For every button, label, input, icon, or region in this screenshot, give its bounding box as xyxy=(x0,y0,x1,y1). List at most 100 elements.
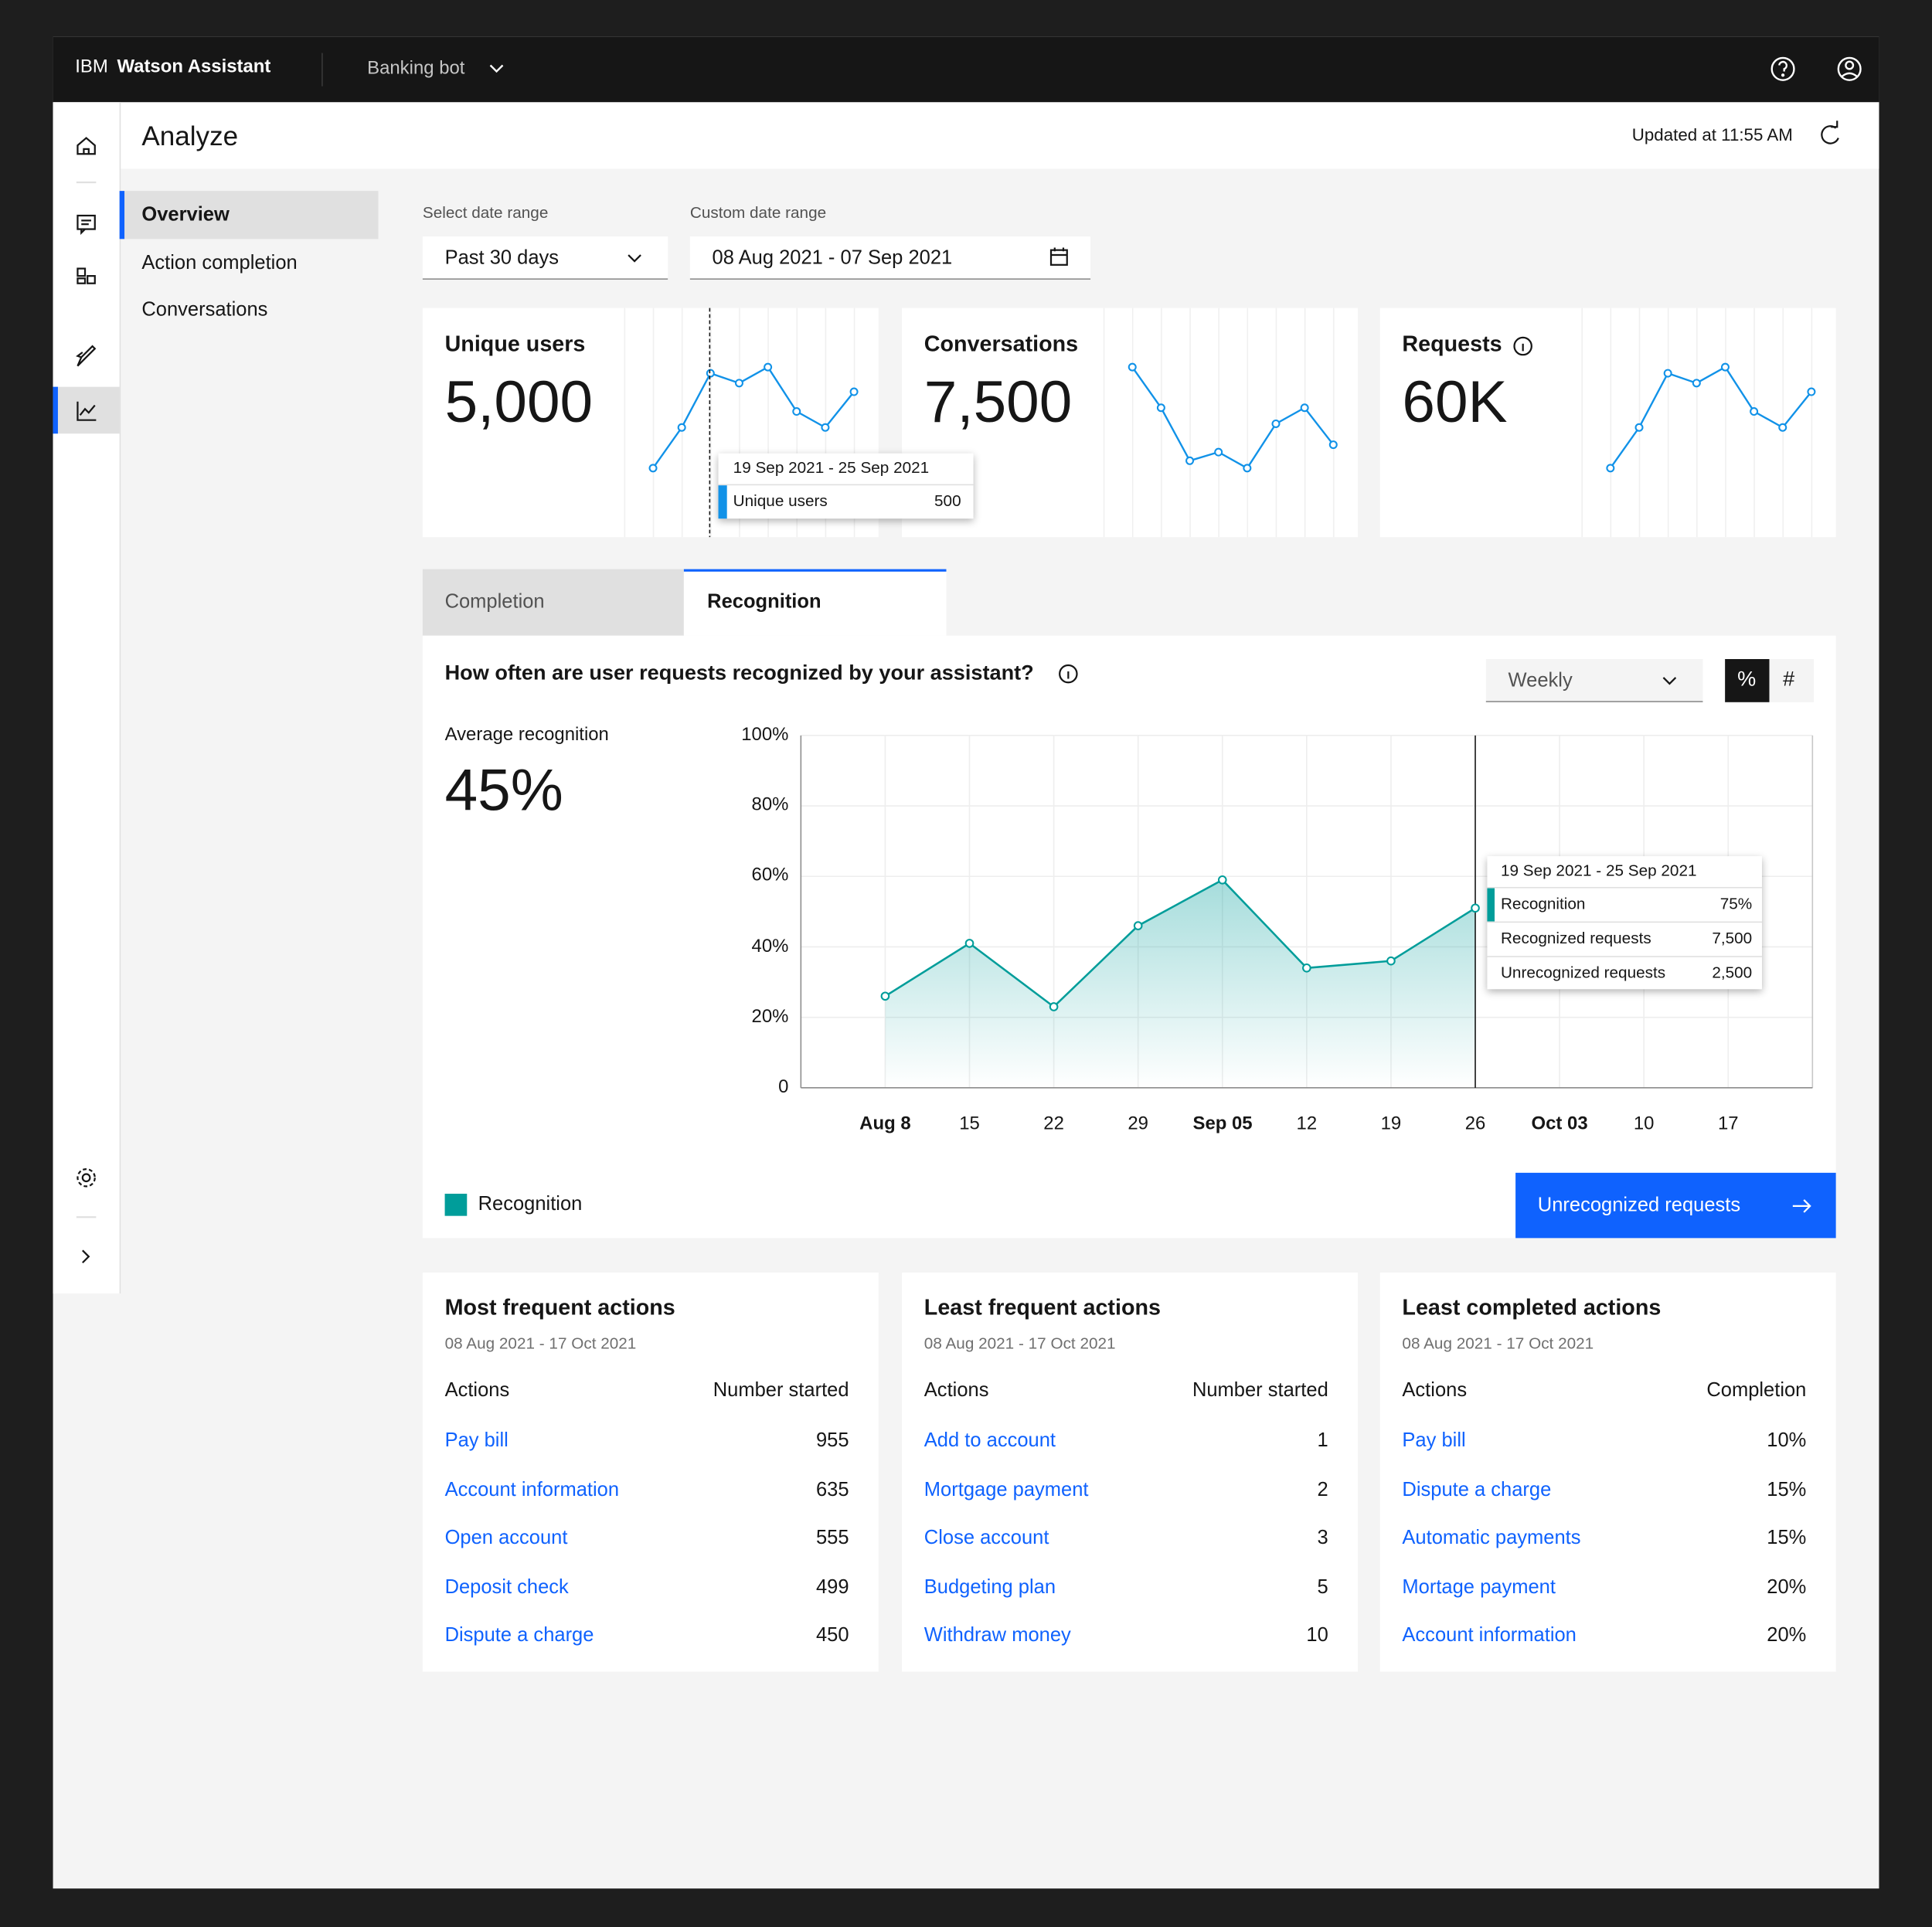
field-label: Custom date range xyxy=(689,202,827,222)
dropdown-value[interactable]: Past 30 days xyxy=(444,247,560,269)
action-link[interactable]: Pay bill xyxy=(444,1430,509,1452)
cell-value: 635 xyxy=(815,1479,849,1500)
point xyxy=(1386,956,1396,966)
summary-label: Average recognition xyxy=(444,724,609,746)
spark-point xyxy=(1243,464,1252,473)
action-link[interactable]: Account information xyxy=(444,1479,620,1500)
date-input[interactable] xyxy=(689,236,1091,280)
column-header: Actions xyxy=(444,1380,510,1402)
x-tick-label: 29 xyxy=(1128,1113,1148,1135)
subnav-item[interactable]: Conversations xyxy=(141,299,268,321)
action-link[interactable]: Close account xyxy=(923,1528,1049,1549)
table-card xyxy=(902,1273,1359,1672)
kpi-value: 7,500 xyxy=(923,370,1073,436)
tooltip-divider xyxy=(1487,921,1762,923)
spark-point xyxy=(1750,407,1759,416)
sparkline xyxy=(1609,365,1812,469)
spark-point xyxy=(1778,423,1787,432)
interval-value[interactable]: Weekly xyxy=(1508,670,1573,692)
action-link[interactable]: Mortgage payment xyxy=(923,1479,1089,1500)
spark-point xyxy=(764,362,773,372)
range-dropdown[interactable] xyxy=(422,236,668,280)
tooltip xyxy=(718,453,974,519)
subnav-active[interactable] xyxy=(119,191,379,240)
action-link[interactable]: Dispute a charge xyxy=(1402,1479,1552,1500)
x-tick-label: 10 xyxy=(1633,1113,1655,1135)
toggle-label[interactable]: % xyxy=(1737,667,1757,691)
tooltip-date: 19 Sep 2021 - 25 Sep 2021 xyxy=(733,457,930,477)
cell-value: 10 xyxy=(1306,1625,1328,1647)
spark-point xyxy=(1328,440,1338,450)
y-tick-label: 100% xyxy=(741,724,789,746)
cell-value: 955 xyxy=(815,1430,849,1452)
y-tick-label: 20% xyxy=(751,1005,789,1027)
action-link[interactable]: Account information xyxy=(1402,1625,1577,1647)
summary-value: 45% xyxy=(444,758,563,824)
tab-active[interactable] xyxy=(683,569,947,636)
action-link[interactable]: Deposit check xyxy=(444,1576,569,1598)
x-tick-label: 17 xyxy=(1717,1113,1739,1135)
cell-value: 20% xyxy=(1767,1625,1807,1647)
action-link[interactable]: Withdraw money xyxy=(923,1625,1071,1647)
table-card xyxy=(1379,1273,1836,1672)
toggle-active[interactable] xyxy=(1725,658,1770,702)
action-link[interactable]: Budgeting plan xyxy=(923,1576,1056,1598)
bot-switcher[interactable]: Banking bot xyxy=(367,57,465,79)
cell-value: 5 xyxy=(1317,1576,1328,1598)
spark-point xyxy=(1214,447,1223,457)
tab-label[interactable]: Recognition xyxy=(707,591,821,613)
toggle-label[interactable]: # xyxy=(1783,667,1795,691)
tooltip-label: Unrecognized requests xyxy=(1500,963,1666,982)
chart-title: How often are user requests recognized b… xyxy=(444,661,1034,685)
spark-point xyxy=(1634,423,1644,432)
action-link[interactable]: Automatic payments xyxy=(1402,1528,1581,1549)
action-link[interactable]: Dispute a charge xyxy=(444,1625,594,1647)
action-link[interactable]: Mortage payment xyxy=(1402,1576,1556,1598)
kpi-title: Requests xyxy=(1402,331,1502,356)
tab[interactable] xyxy=(422,569,684,636)
tab-label[interactable]: Completion xyxy=(444,591,545,613)
table-title: Least completed actions xyxy=(1402,1294,1662,1320)
legend-swatch xyxy=(444,1193,468,1216)
action-link[interactable]: Open account xyxy=(444,1528,568,1549)
y-tick-label: 40% xyxy=(751,935,789,957)
action-link[interactable]: Pay bill xyxy=(1402,1430,1466,1452)
column-header: Number started xyxy=(713,1380,849,1402)
x-tick-label: 12 xyxy=(1296,1113,1318,1135)
rail-active-bar xyxy=(53,386,58,434)
field-label: Select date range xyxy=(422,202,549,222)
rail-icons[interactable] xyxy=(76,137,97,1264)
kpi-card xyxy=(902,308,1359,538)
kpi-title: Conversations xyxy=(923,331,1079,356)
action-link[interactable]: Add to account xyxy=(923,1430,1056,1452)
toggle[interactable] xyxy=(1769,658,1814,702)
x-tick-label: 15 xyxy=(959,1113,980,1135)
spark-point xyxy=(792,407,801,416)
button-label[interactable]: Unrecognized requests xyxy=(1537,1195,1741,1216)
updated-time: Updated at 11:55 AM xyxy=(1631,124,1793,145)
tooltip-divider xyxy=(1487,886,1762,889)
date-value[interactable]: 08 Aug 2021 - 07 Sep 2021 xyxy=(712,247,953,269)
cell-value: 2 xyxy=(1317,1479,1328,1500)
point xyxy=(1302,963,1311,973)
column-header: Actions xyxy=(923,1380,989,1402)
x-tick-label: 22 xyxy=(1043,1113,1064,1135)
tooltip-bar xyxy=(1487,888,1495,922)
x-tick-label: 19 xyxy=(1380,1113,1402,1135)
kpi-title: Unique users xyxy=(444,331,586,356)
ui-icons[interactable] xyxy=(628,121,1839,1213)
subnav-item[interactable]: Action completion xyxy=(141,252,298,274)
point xyxy=(880,991,890,1001)
table-card xyxy=(422,1273,879,1672)
spark-point xyxy=(1300,403,1309,413)
top-icons[interactable] xyxy=(489,56,1862,81)
tooltip-divider xyxy=(1487,956,1762,957)
subnav-item[interactable]: Overview xyxy=(141,204,230,226)
x-tick-label: Sep 05 xyxy=(1192,1113,1253,1135)
spark-point xyxy=(648,464,658,473)
primary-button[interactable] xyxy=(1515,1172,1836,1239)
spark-point xyxy=(1692,379,1701,388)
point xyxy=(1049,1002,1059,1011)
table-title: Least frequent actions xyxy=(923,1294,1161,1320)
